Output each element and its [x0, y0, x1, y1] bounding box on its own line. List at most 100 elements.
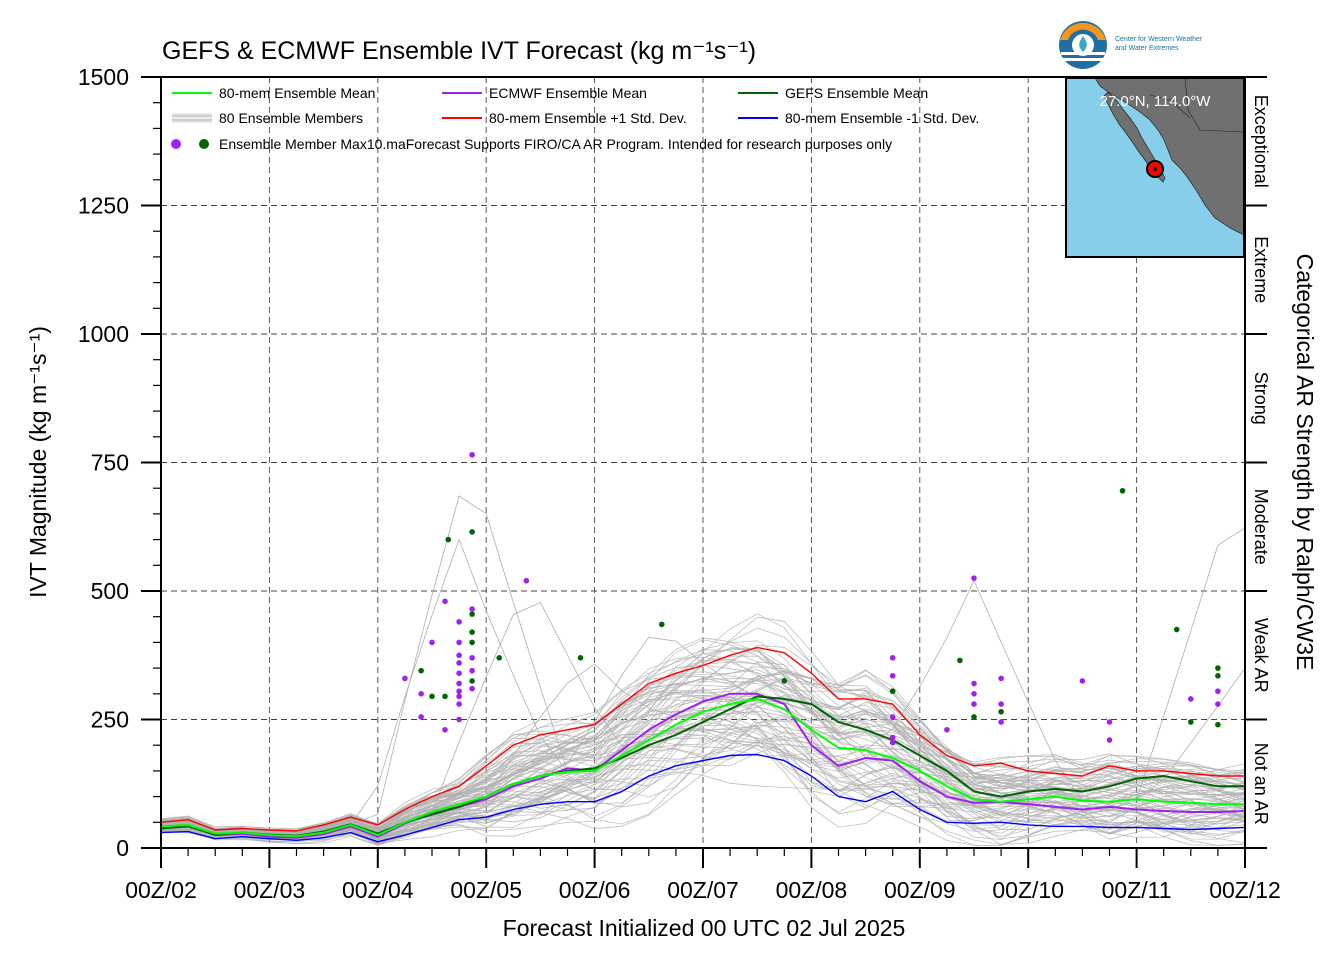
logo-line2: and Water Extremes	[1115, 45, 1179, 52]
member-line	[161, 729, 1245, 841]
max-marker	[429, 639, 435, 646]
series-group	[161, 646, 1245, 843]
legend: 80-mem Ensemble Mean ECMWF Ensemble Mean G…	[171, 85, 979, 152]
member-line	[161, 724, 1245, 846]
max-marker	[971, 701, 977, 707]
max-marker	[469, 611, 475, 617]
max-marker	[456, 701, 462, 707]
max-marker	[429, 693, 435, 700]
legend-label-markers: Ensemble Member Max10.maForecast Support…	[219, 136, 892, 152]
max-marker	[456, 680, 462, 687]
map-land	[1094, 78, 1244, 236]
x-tick-label: 00Z/12	[1209, 877, 1281, 903]
member-line	[161, 719, 1245, 845]
series-line-80-mem-ensemble-1-std-dev-	[161, 753, 1245, 843]
max-marker	[1215, 721, 1221, 728]
member-line	[161, 670, 1245, 836]
member-line	[161, 727, 1245, 840]
member-line	[161, 644, 1245, 833]
max-marker	[456, 716, 462, 723]
max-marker	[469, 685, 475, 692]
max-marker	[998, 708, 1004, 715]
max-marker	[998, 719, 1004, 725]
max-marker	[1215, 673, 1221, 679]
max-marker	[889, 655, 896, 661]
member-line	[161, 675, 1245, 835]
max-marker	[442, 726, 448, 733]
map-baja	[1103, 91, 1166, 183]
max-marker	[418, 667, 424, 674]
max-marker	[577, 655, 584, 661]
max-marker	[445, 536, 452, 543]
legend-label: GEFS Ensemble Mean	[785, 85, 928, 101]
y-tick-label: 1000	[78, 321, 129, 347]
member-line	[161, 731, 1245, 845]
max-marker	[442, 598, 448, 605]
member-line	[161, 678, 1245, 834]
member-line	[161, 697, 1245, 842]
member-line	[161, 725, 1245, 843]
member-line	[161, 673, 1245, 838]
max-marker	[469, 678, 475, 684]
x-tick-label: 00Z/04	[342, 877, 414, 903]
legend-label: 80-mem Ensemble -1 Std. Dev.	[785, 110, 979, 126]
legend-label: ECMWF Ensemble Mean	[489, 85, 647, 101]
member-line	[161, 697, 1245, 836]
member-line	[161, 669, 1245, 834]
x-tick-label: 00Z/11	[1102, 877, 1172, 903]
max-marker	[1119, 487, 1126, 494]
category-label: Not an AR	[1251, 743, 1271, 825]
member-line	[161, 690, 1245, 840]
member-line	[161, 724, 1245, 845]
member-line	[161, 666, 1245, 832]
max-marker	[659, 621, 665, 628]
max-marker	[971, 680, 977, 687]
member-line	[161, 740, 1245, 846]
max-marker	[418, 714, 424, 720]
member-line	[161, 677, 1245, 836]
y-tick-label: 1250	[78, 193, 129, 219]
x-tick-label: 00Z/02	[125, 877, 197, 903]
x-tick-label: 00Z/07	[667, 877, 739, 903]
member-line	[161, 671, 1245, 835]
member-line	[161, 710, 1245, 836]
series-line-80-mem-ensemble-mean	[161, 697, 1245, 838]
max-marker	[469, 451, 475, 458]
member-line	[161, 715, 1245, 841]
legend-label: 80-mem Ensemble +1 Std. Dev.	[489, 110, 687, 126]
max-marker	[998, 701, 1004, 707]
member-line	[161, 647, 1245, 833]
member-line	[161, 679, 1245, 835]
max-marker	[523, 577, 530, 584]
legend-label: 80 Ensemble Members	[219, 110, 363, 126]
max-marker	[889, 688, 896, 695]
max-marker	[1079, 678, 1086, 684]
member-line	[161, 717, 1245, 844]
member-line	[161, 709, 1245, 841]
member-line	[161, 637, 1245, 830]
member-line	[161, 706, 1245, 837]
member-line	[161, 640, 1245, 833]
max-marker	[469, 629, 475, 635]
max-marker	[957, 657, 963, 664]
member-line	[161, 771, 1245, 846]
max-markers	[402, 451, 1221, 746]
member-line	[161, 743, 1245, 843]
x-tick-label: 00Z/06	[559, 877, 631, 903]
max-marker	[402, 675, 408, 682]
x-tick-label: 00Z/05	[450, 877, 522, 903]
member-line	[161, 745, 1245, 846]
member-line	[161, 649, 1245, 832]
max-marker	[456, 652, 462, 659]
max-marker	[889, 739, 896, 746]
max-marker	[469, 606, 475, 612]
max-marker	[442, 693, 448, 700]
x-axis: 00Z/02 00Z/03 00Z/04 00Z/05 00Z/06 00Z/07 00Z/…	[125, 848, 1281, 903]
right-axis-label: Categorical AR Strength by Ralph/CW3E	[1292, 254, 1318, 671]
max-marker	[1173, 626, 1180, 633]
y-tick-label: 500	[91, 578, 129, 604]
category-label: Extreme	[1251, 236, 1271, 303]
member-line	[161, 661, 1245, 836]
legend-label: 80-mem Ensemble Mean	[219, 85, 375, 101]
y-axis: 0 250 500 750 1000 1250 1500	[78, 64, 161, 861]
